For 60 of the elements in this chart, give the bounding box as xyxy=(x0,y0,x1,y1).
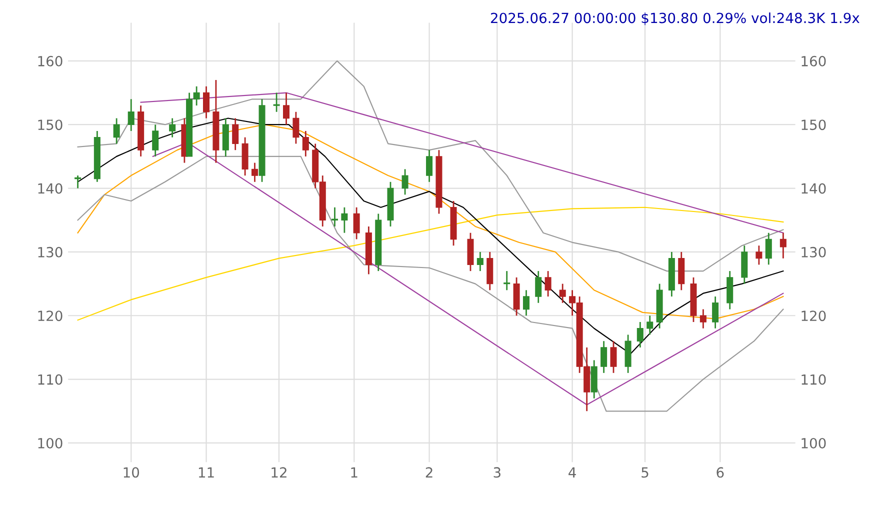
candlestick xyxy=(544,270,552,298)
candlestick xyxy=(610,340,617,374)
y-tick-label: 100 xyxy=(38,438,62,448)
candlestick xyxy=(600,340,608,374)
y-tick-label: 120 xyxy=(38,310,62,322)
candlestick xyxy=(273,92,280,113)
candlestick xyxy=(756,244,762,266)
candlestick xyxy=(504,270,510,291)
candlestick xyxy=(353,206,360,240)
y-tick-label: 160 xyxy=(38,56,62,66)
x-tick-label: 1 xyxy=(351,467,358,478)
candlestick xyxy=(476,251,484,272)
candlestick xyxy=(302,130,309,158)
x-tick-label: 3 xyxy=(494,467,500,478)
y-tick-label: 130 xyxy=(38,246,62,258)
candlestick xyxy=(765,232,772,266)
candlestick xyxy=(426,149,433,183)
candlestick xyxy=(402,168,408,196)
candlestick xyxy=(128,98,134,132)
line-series xyxy=(77,60,784,272)
y2-tick-label: 150 xyxy=(802,120,826,130)
candlestick xyxy=(700,308,706,330)
candlestick xyxy=(341,206,348,234)
candlestick xyxy=(559,283,566,304)
y-tick-label: 140 xyxy=(38,183,62,194)
y2-tick-label: 110 xyxy=(802,374,826,385)
chart-title: 2025.06.27 00:00:00 $130.80 0.29% vol:248.3K 1.9x xyxy=(490,12,860,26)
candlestick xyxy=(331,206,338,228)
candlestick xyxy=(113,118,120,144)
candlestick xyxy=(232,118,239,151)
candlestick xyxy=(292,111,300,144)
x-tick-label: 4 xyxy=(568,467,576,478)
candlestick xyxy=(522,289,530,316)
y2-tick-label: 120 xyxy=(802,310,826,322)
candlestick xyxy=(712,296,719,330)
y-tick-label: 150 xyxy=(38,120,62,130)
x-tick-label: 2 xyxy=(426,467,432,478)
line-series xyxy=(77,206,784,321)
x-tick-label: 11 xyxy=(198,467,214,478)
line-series xyxy=(77,118,784,354)
candlestick xyxy=(636,321,644,348)
y2-tick-label: 130 xyxy=(802,246,826,258)
candlestick xyxy=(646,314,654,336)
candlestick xyxy=(780,232,786,260)
candlestick xyxy=(283,92,290,126)
x-tick-label: 5 xyxy=(642,467,648,478)
x-tick-label: 10 xyxy=(124,467,140,478)
candlestick xyxy=(74,174,82,189)
x-tick-label: 6 xyxy=(716,467,724,478)
x-tick-label: 12 xyxy=(272,467,286,478)
candlestick xyxy=(251,162,258,183)
candlestick xyxy=(169,118,176,138)
y-tick-label: 110 xyxy=(38,374,62,385)
y2-tick-label: 160 xyxy=(802,56,826,66)
candlestick xyxy=(152,124,159,158)
candlestick xyxy=(203,86,210,119)
candlestick xyxy=(535,270,542,304)
y2-tick-label: 140 xyxy=(802,183,826,194)
y2-tick-label: 100 xyxy=(802,438,826,448)
line-series xyxy=(77,156,784,412)
